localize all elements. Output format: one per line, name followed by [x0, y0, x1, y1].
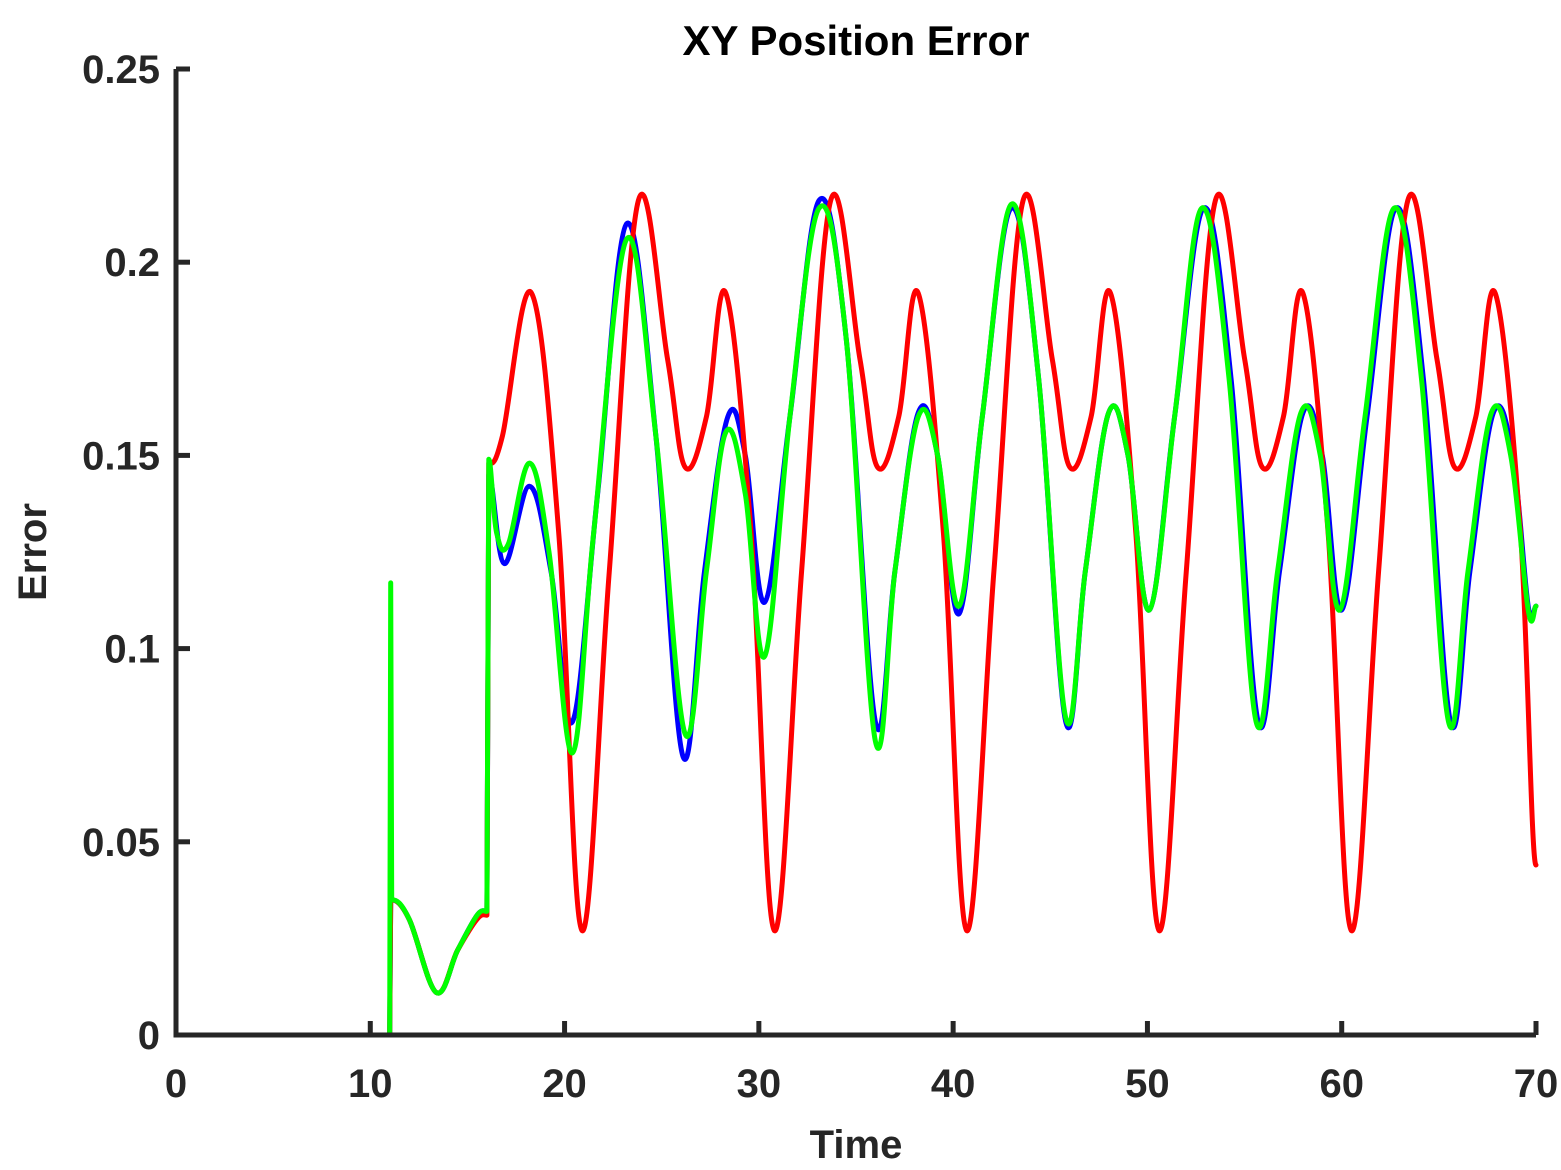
x-axis-label: Time — [810, 1123, 903, 1167]
y-tick-label: 0.1 — [104, 628, 160, 672]
x-tick-label: 50 — [1125, 1062, 1170, 1106]
y-tick-label: 0.2 — [104, 241, 160, 285]
series-line-2 — [192, 191, 1539, 1038]
y-tick-label: 0 — [138, 1014, 160, 1058]
y-tick-label: 0.25 — [82, 48, 160, 92]
x-tick-label: 60 — [1319, 1062, 1364, 1106]
x-tick-label: 10 — [348, 1062, 393, 1106]
series-line-3 — [192, 201, 1539, 1038]
x-tick-label: 30 — [737, 1062, 782, 1106]
ticks-layer: 0 10 20 30 40 50 60 70 0 0.05 0.1 0.15 0.2 0.25 — [82, 48, 1558, 1106]
chart-title: XY Position Error — [683, 17, 1030, 64]
y-tick-label: 0.05 — [82, 821, 160, 865]
y-tick-label: 0.15 — [82, 434, 160, 478]
y-axis-label: Error — [11, 503, 55, 601]
x-tick-label: 70 — [1514, 1062, 1559, 1106]
x-tick-label: 20 — [542, 1062, 587, 1106]
series-layer — [192, 191, 1539, 1038]
x-tick-label: 40 — [931, 1062, 976, 1106]
x-tick-label: 0 — [165, 1062, 187, 1106]
